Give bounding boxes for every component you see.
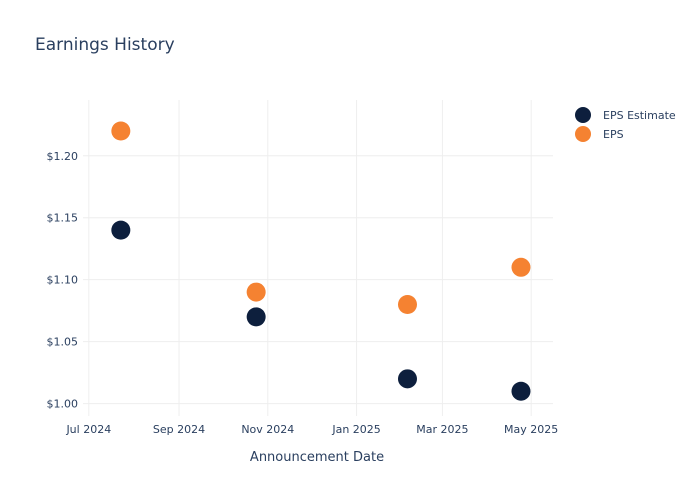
legend-eps-estimate-marker: [575, 107, 591, 123]
x-tick-label: Jul 2024: [65, 423, 111, 436]
x-axis-label: Announcement Date: [250, 450, 384, 465]
eps-point[interactable]: [511, 257, 531, 277]
y-tick-label: $1.00: [47, 398, 79, 411]
y-tick-label: $1.20: [47, 150, 79, 163]
x-tick-label: Sep 2024: [153, 423, 205, 436]
legend-eps-marker: [575, 126, 591, 142]
legend-eps-label: EPS: [603, 128, 624, 141]
x-tick-label: Nov 2024: [241, 423, 294, 436]
eps-point[interactable]: [111, 121, 131, 141]
eps-estimate-point[interactable]: [511, 381, 531, 401]
grid: [83, 100, 553, 416]
x-tick-label: May 2025: [504, 423, 558, 436]
eps-estimate-point[interactable]: [111, 220, 131, 240]
chart-title: Earnings History: [35, 35, 175, 55]
x-axis-ticks: Jul 2024 Sep 2024 Nov 2024 Jan 2025 Mar 2025…: [65, 423, 558, 436]
eps-estimate-point[interactable]: [246, 307, 266, 327]
y-tick-label: $1.10: [47, 274, 79, 287]
data-points: [111, 121, 531, 401]
legend[interactable]: EPS Estimate EPS: [575, 107, 676, 142]
eps-point[interactable]: [246, 282, 266, 302]
legend-eps-estimate-label: EPS Estimate: [603, 109, 676, 122]
y-tick-label: $1.05: [47, 336, 79, 349]
x-tick-label: Mar 2025: [416, 423, 468, 436]
y-tick-label: $1.15: [47, 212, 79, 225]
y-axis-ticks: $1.00 $1.05 $1.10 $1.15 $1.20: [47, 150, 79, 411]
eps-estimate-point[interactable]: [397, 369, 417, 389]
eps-point[interactable]: [397, 294, 417, 314]
x-tick-label: Jan 2025: [331, 423, 380, 436]
